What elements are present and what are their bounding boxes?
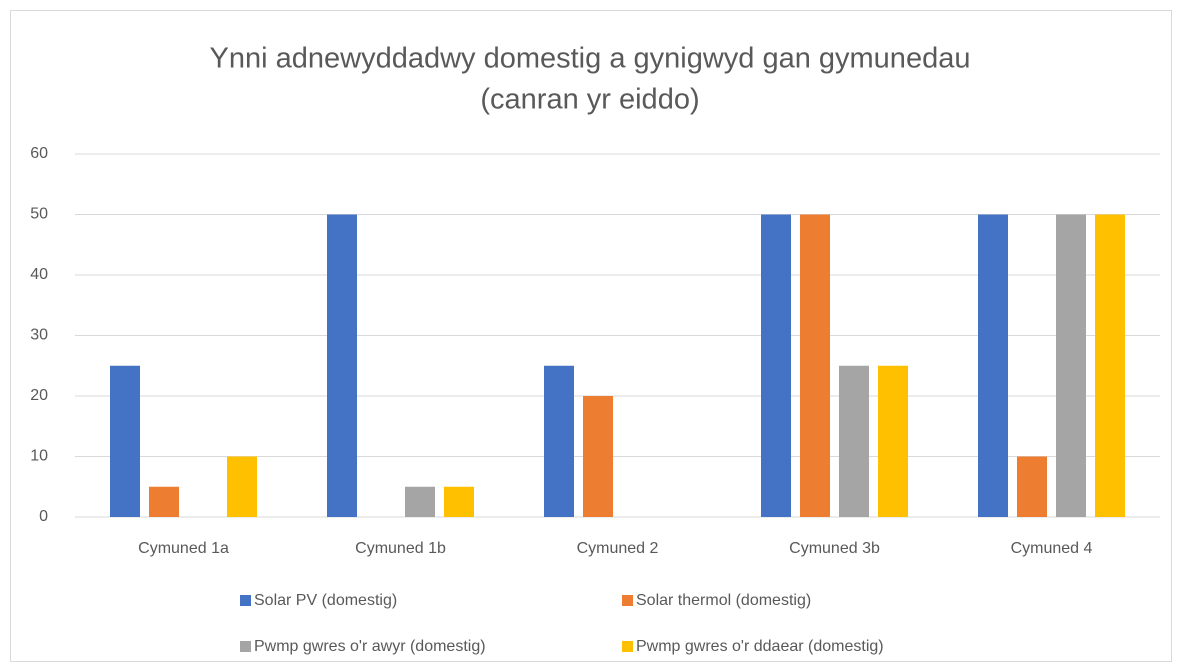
bar xyxy=(1056,214,1086,517)
y-tick-label: 20 xyxy=(30,387,48,404)
bar xyxy=(149,486,179,517)
bar xyxy=(583,396,613,517)
legend-swatch xyxy=(622,595,633,606)
x-tick-label: Cymuned 2 xyxy=(577,540,659,557)
legend-swatch xyxy=(622,641,633,652)
chart-title: (canran yr eiddo) xyxy=(480,84,699,116)
bar xyxy=(839,365,869,517)
legend-label: Pwmp gwres o'r awyr (domestig) xyxy=(254,638,486,655)
y-tick-label: 0 xyxy=(39,508,48,525)
legend-swatch xyxy=(240,595,251,606)
legend-swatch xyxy=(240,641,251,652)
bar xyxy=(1095,214,1125,517)
bar xyxy=(761,214,791,517)
y-tick-label: 10 xyxy=(30,448,48,465)
bar xyxy=(1017,456,1047,517)
y-tick-label: 50 xyxy=(30,206,48,223)
bar xyxy=(327,214,357,517)
bar xyxy=(978,214,1008,517)
bar xyxy=(544,365,574,517)
legend-label: Solar PV (domestig) xyxy=(254,592,397,609)
chart-title: Ynni adnewyddadwy domestig a gynigwyd ga… xyxy=(210,43,971,75)
y-tick-label: 60 xyxy=(30,145,48,162)
x-tick-label: Cymuned 1b xyxy=(355,540,446,557)
y-tick-label: 30 xyxy=(30,327,48,344)
x-tick-label: Cymuned 1a xyxy=(138,540,229,557)
legend-label: Solar thermol (domestig) xyxy=(636,592,811,609)
y-tick-label: 40 xyxy=(30,266,48,283)
legend-label: Pwmp gwres o'r ddaear (domestig) xyxy=(636,638,884,655)
x-tick-label: Cymuned 3b xyxy=(789,540,880,557)
bar xyxy=(110,365,140,517)
x-tick-label: Cymuned 4 xyxy=(1011,540,1093,557)
bar xyxy=(227,456,257,517)
bar xyxy=(800,214,830,517)
bar xyxy=(444,486,474,517)
bar xyxy=(878,365,908,517)
bar xyxy=(405,486,435,517)
